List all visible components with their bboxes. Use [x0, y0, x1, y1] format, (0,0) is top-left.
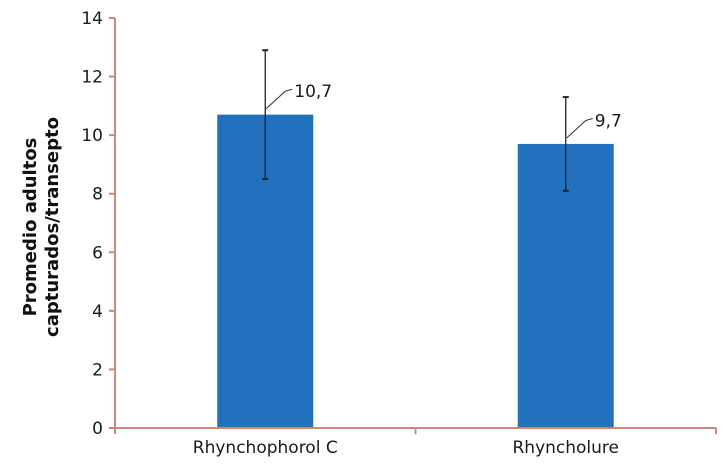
data-labels-group: 10,7 9,7 [265, 82, 622, 139]
y-tick-label: 6 [92, 243, 103, 263]
y-tick-label: 14 [81, 9, 103, 29]
data-label-leader-2 [566, 118, 593, 139]
y-ticks-group: 0 2 4 6 8 10 12 14 [81, 9, 717, 439]
data-label-1: 10,7 [294, 82, 332, 102]
y-axis-title-line-1: Promedio adultos [20, 138, 41, 317]
y-tick-label: 12 [81, 68, 103, 88]
y-tick-label: 10 [81, 126, 103, 146]
y-tick-label: 4 [92, 302, 103, 322]
error-bars-group [262, 49, 569, 192]
x-category-label-2: Rhyncholure [512, 438, 619, 458]
x-category-label-1: Rhynchophorol C [193, 438, 338, 458]
data-label-2: 9,7 [595, 112, 622, 132]
y-tick-label: 0 [92, 419, 103, 439]
x-categories-group: Rhynchophorol C Rhyncholure [193, 438, 619, 458]
axes-group [110, 18, 716, 429]
bars-group [217, 114, 614, 429]
y-tick-label: 8 [92, 185, 103, 205]
data-label-leader-1 [265, 88, 293, 110]
y-tick-label: 2 [92, 360, 103, 380]
y-axis-title: Promedio adultos capturados/transepto [20, 117, 63, 337]
y-axis-title-line-2: capturados/transepto [42, 117, 63, 337]
